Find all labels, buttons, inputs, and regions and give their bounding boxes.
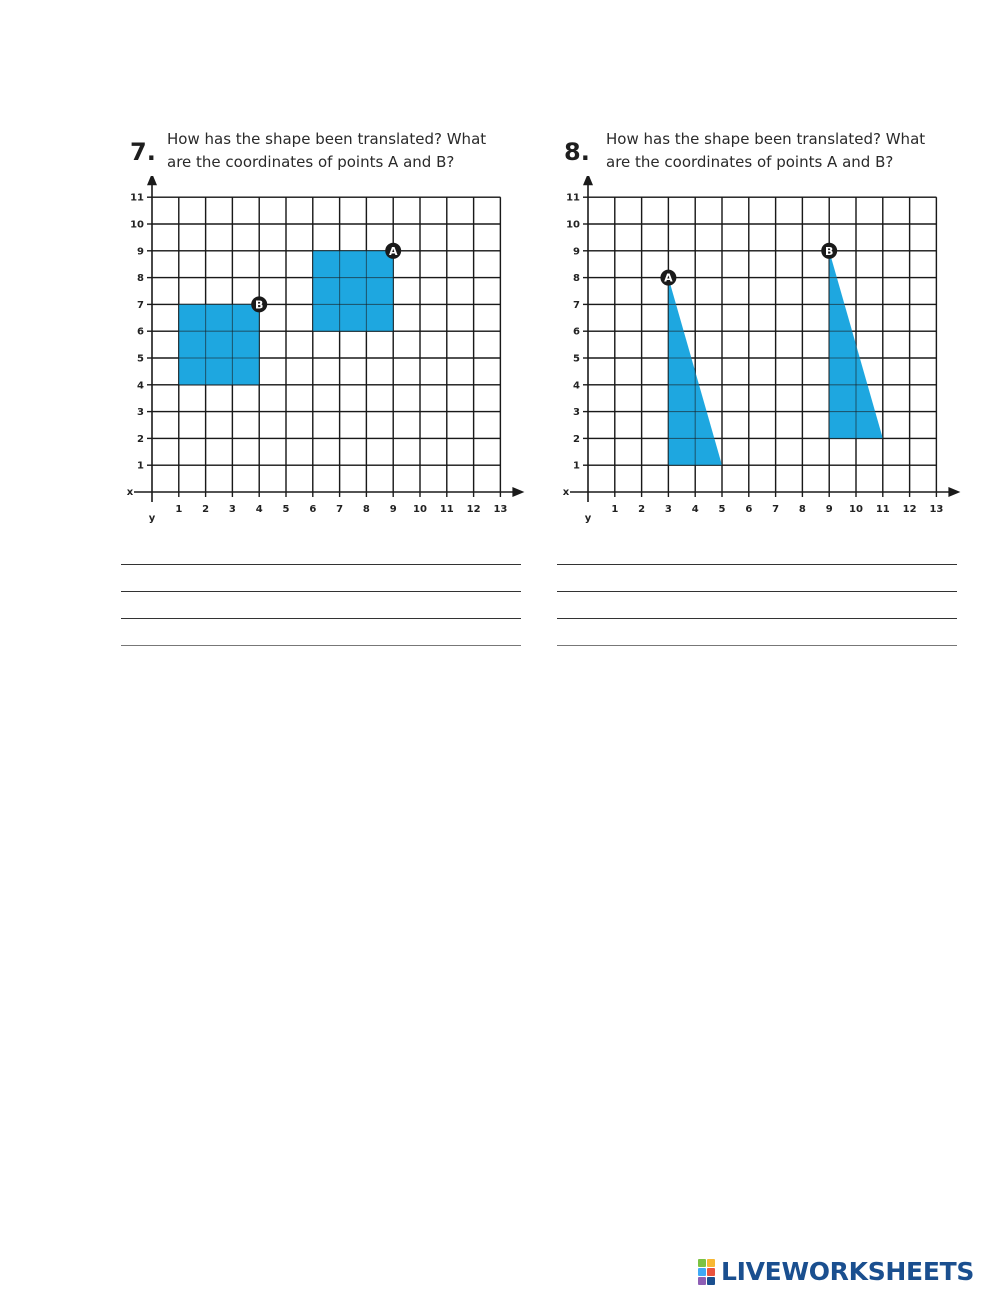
x-tick-label: 1 — [611, 504, 618, 515]
question-number: 7. — [130, 138, 156, 166]
y-tick-label: 11 — [566, 193, 580, 204]
point-marker — [251, 296, 268, 313]
point-marker — [821, 242, 838, 259]
y-tick-label: 2 — [573, 434, 580, 445]
x-tick-label: 9 — [826, 504, 833, 515]
question-text-line-1: How has the shape been translated? What — [606, 130, 926, 148]
question-number: 8. — [564, 138, 590, 166]
question-text: How has the shape been translated? What … — [606, 128, 925, 174]
x-tick-label: 10 — [849, 504, 863, 515]
y-tick-label: 2 — [137, 434, 144, 445]
logo-mark-tile — [698, 1259, 706, 1267]
x-tick-label: 11 — [876, 504, 890, 515]
question-text: How has the shape been translated? What … — [167, 128, 486, 174]
y-tick-label: 1 — [137, 461, 144, 472]
point-label: A — [664, 272, 673, 285]
y-tick-label: 7 — [137, 300, 144, 311]
point-label: A — [389, 245, 398, 258]
answer-line[interactable] — [121, 564, 521, 565]
question-text-line-1: How has the shape been translated? What — [167, 130, 487, 148]
answer-line[interactable] — [121, 591, 521, 592]
logo-mark-tile — [698, 1277, 706, 1285]
logo-mark-tile — [707, 1268, 715, 1276]
x-tick-label: 8 — [799, 504, 806, 515]
y-axis-arrow-icon — [583, 176, 593, 186]
x-tick-label: 7 — [336, 504, 343, 515]
x-tick-label: 2 — [202, 504, 209, 515]
x-tick-label: 4 — [256, 504, 263, 515]
blue-shape — [312, 250, 394, 332]
x-tick-label: 10 — [413, 504, 427, 515]
question-8: 8. How has the shape been translated? Wh… — [556, 128, 996, 528]
answer-lines-7 — [121, 564, 521, 672]
y-tick-label: 10 — [130, 220, 144, 231]
answer-line[interactable] — [557, 591, 957, 592]
y-tick-label: 5 — [573, 354, 580, 365]
y-tick-label: 5 — [137, 354, 144, 365]
logo-mark-tile — [707, 1277, 715, 1285]
x-tick-label: 3 — [665, 504, 672, 515]
logo-text: LIVEWORKSHEETS — [721, 1256, 975, 1286]
answer-line[interactable] — [121, 618, 521, 619]
x-tick-label: 12 — [903, 504, 917, 515]
y-tick-label: 3 — [137, 407, 144, 418]
blue-shape — [178, 304, 260, 385]
y-tick-label: 9 — [573, 246, 580, 257]
y-tick-label: 4 — [573, 380, 580, 391]
answer-line[interactable] — [557, 645, 957, 646]
answer-line[interactable] — [557, 564, 957, 565]
x-axis-letter: x — [127, 487, 134, 498]
y-tick-label: 9 — [137, 246, 144, 257]
x-tick-label: 8 — [363, 504, 370, 515]
x-tick-label: 12 — [467, 504, 481, 515]
x-tick-label: 2 — [638, 504, 645, 515]
x-axis-arrow-icon — [948, 487, 961, 497]
logo-mark-tile — [698, 1268, 706, 1276]
point-label: B — [255, 298, 263, 311]
logo-mark-tile — [707, 1259, 715, 1267]
x-tick-label: 1 — [175, 504, 182, 515]
point-marker — [660, 269, 677, 286]
x-axis-arrow-icon — [512, 487, 525, 497]
y-tick-label: 1 — [573, 461, 580, 472]
y-axis-letter: y — [585, 513, 592, 524]
y-axis-letter: y — [149, 513, 156, 524]
y-tick-label: 7 — [573, 300, 580, 311]
liveworksheets-logo: LIVEWORKSHEETS — [698, 1256, 974, 1286]
x-tick-label: 5 — [719, 504, 726, 515]
y-tick-label: 11 — [130, 193, 144, 204]
x-tick-label: 5 — [283, 504, 290, 515]
x-tick-label: 6 — [309, 504, 316, 515]
question-text-line-2: are the coordinates of points A and B? — [167, 153, 455, 171]
y-tick-label: 8 — [573, 273, 580, 284]
x-tick-label: 9 — [390, 504, 397, 515]
logo-mark-icon — [698, 1259, 715, 1285]
blue-shape — [668, 277, 722, 466]
grid-lines — [588, 196, 938, 492]
y-tick-label: 3 — [573, 407, 580, 418]
y-axis-arrow-icon — [147, 176, 157, 186]
x-tick-label: 11 — [440, 504, 454, 515]
x-tick-label: 6 — [745, 504, 752, 515]
x-tick-label: 3 — [229, 504, 236, 515]
y-tick-label: 6 — [573, 327, 580, 338]
x-tick-label: 13 — [929, 504, 943, 515]
x-tick-label: 4 — [692, 504, 699, 515]
x-axis-letter: x — [563, 487, 570, 498]
x-tick-label: 13 — [493, 504, 507, 515]
y-tick-label: 4 — [137, 380, 144, 391]
point-label: B — [825, 245, 833, 258]
x-tick-label: 7 — [772, 504, 779, 515]
y-tick-label: 8 — [137, 273, 144, 284]
question-text-line-2: are the coordinates of points A and B? — [606, 153, 894, 171]
point-marker — [385, 242, 402, 259]
answer-line[interactable] — [557, 618, 957, 619]
y-tick-label: 10 — [566, 220, 580, 231]
y-tick-label: 6 — [137, 327, 144, 338]
answer-lines-8 — [557, 564, 957, 672]
question-7: 7. How has the shape been translated? Wh… — [120, 128, 560, 528]
answer-line[interactable] — [121, 645, 521, 646]
